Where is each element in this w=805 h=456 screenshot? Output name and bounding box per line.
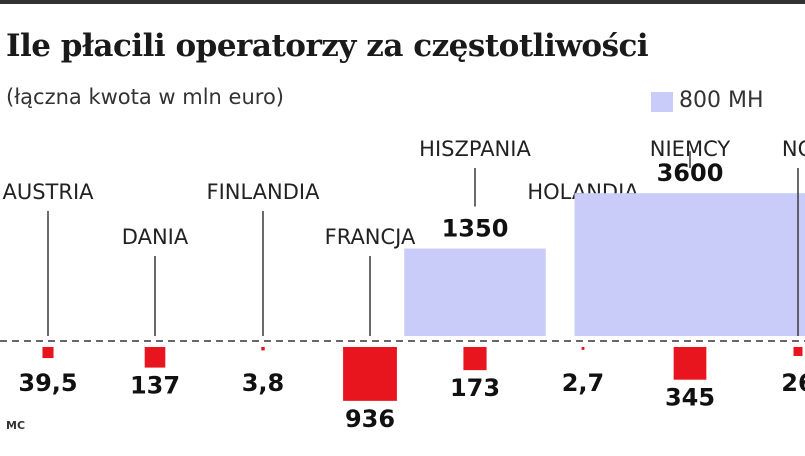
- value-label-other: 936: [345, 405, 395, 433]
- value-label-other: 2,7: [562, 369, 605, 397]
- bar-other: [673, 347, 707, 380]
- value-label-other: 173: [450, 374, 500, 402]
- source-label: MC: [6, 419, 26, 432]
- bar-other: [144, 347, 166, 368]
- category-label: FRANCJA: [325, 225, 416, 249]
- bar-other: [793, 347, 803, 356]
- value-label-other: 345: [665, 384, 715, 412]
- legend-label: 800 MH: [679, 88, 764, 113]
- bar-other: [343, 347, 397, 401]
- bar-other: [42, 347, 54, 359]
- value-label-other: 26: [781, 369, 805, 397]
- value-label-800mhz: 1350: [442, 215, 509, 243]
- value-label-other: 3,8: [242, 369, 285, 397]
- chart-subtitle: (łączna kwota w mln euro): [6, 85, 284, 109]
- category-label: NIEMCY: [650, 137, 731, 161]
- category-label: AUSTRIA: [2, 180, 94, 204]
- top-rule: [0, 0, 805, 4]
- bar-other: [463, 347, 487, 371]
- category-label: NO: [782, 137, 805, 161]
- value-label-800mhz: 3600: [657, 159, 724, 187]
- bar-other: [581, 347, 585, 350]
- legend-swatch: [651, 92, 673, 112]
- chart-title: Ile płacili operatorzy za częstotliwości: [6, 28, 649, 64]
- category-label: HISZPANIA: [419, 137, 531, 161]
- bar-800mhz: [574, 193, 805, 336]
- bar-other: [261, 347, 265, 351]
- bar-800mhz: [404, 248, 546, 336]
- value-label-other: 137: [130, 372, 180, 400]
- value-label-other: 39,5: [18, 369, 77, 397]
- category-label: FINLANDIA: [207, 180, 321, 204]
- category-label: DANIA: [122, 225, 189, 249]
